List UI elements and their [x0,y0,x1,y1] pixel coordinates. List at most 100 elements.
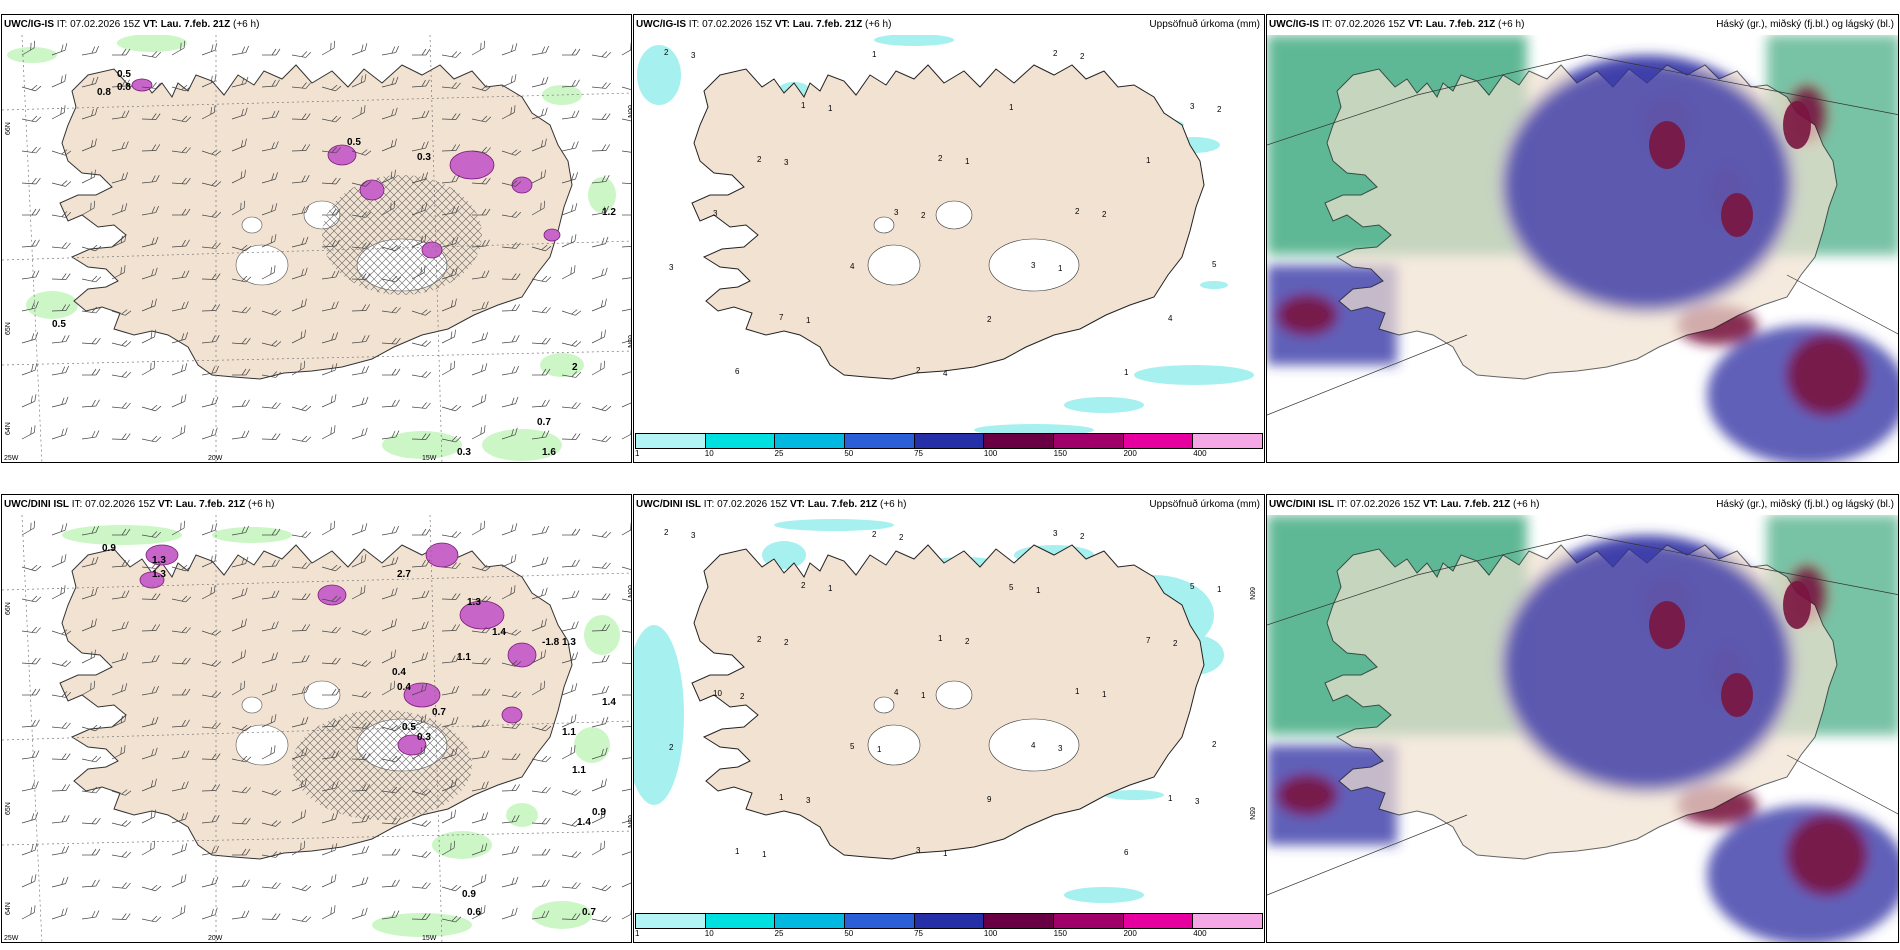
wind-barb [261,79,280,88]
model-name: UWC/DINI ISL [4,499,69,510]
wind-barb [172,688,191,696]
valid-time: Lau. 7.feb. 21Z [792,19,863,30]
value-label: 0.8 [97,87,111,98]
wind-barb [291,298,307,312]
wind-barb [471,115,492,123]
wind-barb [21,40,35,56]
precip-value: 10 [713,689,722,698]
wind-barb [501,180,522,187]
precip-value: 1 [872,50,877,59]
wind-barb [51,691,72,698]
wind-barb [471,332,488,344]
wind-barb [81,680,95,696]
wind-barb [261,340,282,347]
legend-swatch [1054,914,1124,928]
boundary-line [1267,814,1468,896]
precip-value: 3 [1190,102,1195,111]
boundary-line [1267,574,1418,626]
wind-barb [591,624,611,632]
glacier [235,724,289,766]
wind-barb [291,624,311,632]
wind-barb [291,531,312,538]
wind-barb [171,270,190,280]
wind-barb [51,523,68,536]
wind-barb [21,301,39,312]
precip-value: 7 [779,313,784,322]
precip-value: 2 [784,638,789,647]
wind-barb [471,905,486,920]
cloud-map [1267,515,1898,942]
precip-value: 3 [691,51,696,60]
boundary-line [1267,334,1468,416]
wind-barb [81,76,99,88]
wind-barb [501,396,519,408]
wind-barb [261,141,279,152]
wind-barb [621,849,631,856]
wind-barb [501,43,518,56]
legend-swatch [705,914,776,928]
wind-barb [531,306,551,314]
wind-barb [531,138,547,152]
precip-value: 1 [1009,103,1014,112]
wind-barb [381,244,402,252]
valid-time: Lau. 7.feb. 21Z [1440,499,1511,510]
wind-barb [171,781,189,792]
wind-barb [562,48,581,56]
wind-barb [81,618,97,632]
wind-barb [351,876,369,888]
wind-barb [141,624,161,632]
wind-barb [351,365,370,376]
precip-value: 2 [669,743,674,752]
wind-barb [81,244,102,252]
wind-barb [141,298,157,312]
graticule [2,515,631,942]
wind-barb [21,719,40,728]
value-label: 1.2 [602,207,616,218]
value-label: -1.8 [542,637,560,648]
legend-swatch [775,914,846,928]
cloud-map [1267,35,1898,462]
wind-barb [141,884,162,892]
precip-area [506,803,538,827]
wind-barb [471,301,489,312]
latitude-line [2,720,631,741]
wind-barb [231,618,247,632]
wind-barb [471,843,488,856]
wind-barb [111,621,129,632]
wind-barb [501,242,521,249]
wind-barb [591,778,607,792]
wind-barb [531,680,545,696]
wind-barb [141,809,156,824]
wind-barb [411,882,431,889]
legend-tick-label: 400 [1193,929,1207,938]
value-label: 1.1 [572,765,586,776]
precip-value: 2 [987,315,992,324]
precip-legend: 1 10 25 50 75 100 150 200 400 [635,433,1263,458]
precip-value: 4 [894,688,899,697]
wind-barb [231,337,251,345]
longitude-line [429,35,443,462]
wind-barb [561,559,580,568]
wind-barb [381,200,395,216]
wind-barb [231,107,248,120]
init-time: 07.02.2026 15Z [1350,499,1421,510]
wind-barb [21,520,35,536]
wind-barb [351,334,370,344]
value-label: 1.4 [602,697,616,708]
wind-barb [171,115,192,123]
wind-barb [322,688,341,696]
wind-barb [411,309,432,316]
wind-barb [411,172,428,184]
wind-barb [472,688,491,696]
panel-header: UWC/DINI ISL IT: 07.02.2026 15Z VT: Lau.… [634,495,1264,515]
wind-barb [531,525,550,536]
wind-barb [411,851,432,858]
wind-barb [351,304,371,312]
precip-value: 2 [899,533,904,542]
wind-barb [561,621,579,632]
wind-barb [381,275,402,283]
wind-barb [561,913,581,920]
wind-barb [591,360,605,376]
wind-barbs [21,40,631,443]
wind-barb [51,180,72,187]
